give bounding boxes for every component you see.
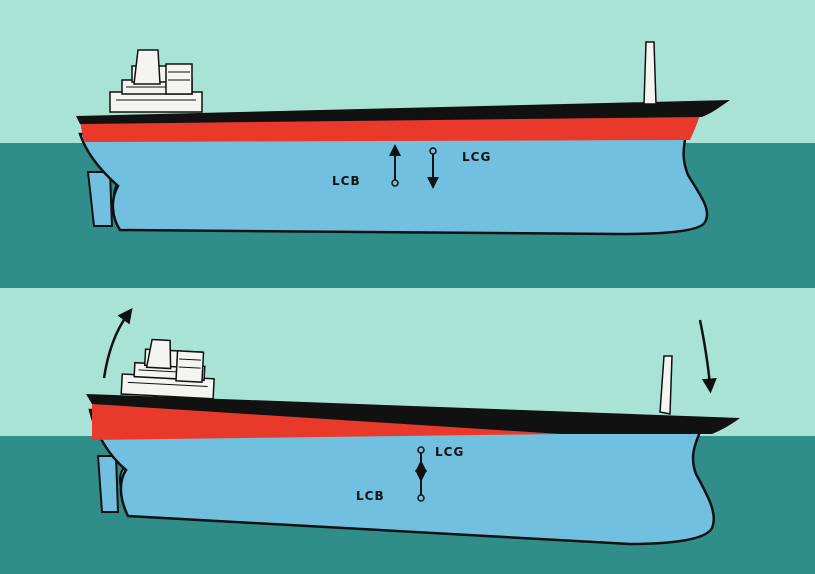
panel-even-keel: LCB LCG: [0, 41, 815, 288]
panel-trimmed: LCG LCB: [0, 307, 815, 574]
lcb-marker: [389, 144, 401, 187]
lcb-label: LCB: [356, 489, 385, 503]
bow-down-arrow: [698, 319, 717, 394]
mast: [643, 41, 657, 105]
lcg-marker: [427, 147, 439, 189]
mast: [659, 355, 673, 415]
lcb-label: LCB: [332, 174, 361, 188]
deck-line: [76, 100, 730, 124]
lcb-marker: [415, 460, 427, 502]
lcg-label: LCG: [435, 445, 464, 459]
stern-up-arrow: [102, 307, 133, 379]
superstructure: [109, 49, 203, 113]
hull: [88, 408, 715, 546]
deck-line: [86, 394, 740, 434]
superstructure: [120, 338, 215, 400]
lcg-label: LCG: [462, 150, 491, 164]
